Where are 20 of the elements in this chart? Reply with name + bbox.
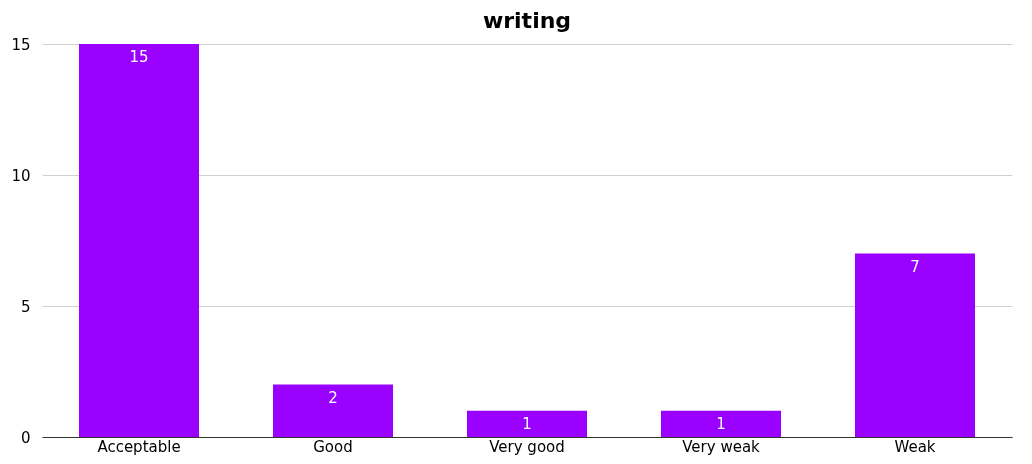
- chart-title: writing: [482, 8, 572, 33]
- y-tick-label: 5: [20, 297, 31, 316]
- x-tick-label: Weak: [894, 437, 936, 456]
- bar: [273, 384, 393, 437]
- bar: [467, 410, 587, 437]
- y-tick-label: 10: [11, 166, 31, 185]
- data-label: 7: [910, 257, 920, 276]
- data-label: 1: [522, 414, 532, 433]
- x-tick-label: Acceptable: [97, 437, 181, 456]
- bar: [661, 410, 781, 437]
- bar: [79, 44, 199, 437]
- x-tick-label: Good: [313, 437, 353, 456]
- data-label: 1: [716, 414, 726, 433]
- data-label: 15: [129, 48, 149, 66]
- bar: [855, 253, 975, 437]
- data-label: 2: [328, 388, 338, 407]
- y-tick-label: 15: [11, 35, 31, 54]
- x-tick-label: Very good: [489, 437, 565, 456]
- x-tick-label: Very weak: [682, 437, 761, 456]
- y-tick-label: 0: [20, 428, 31, 447]
